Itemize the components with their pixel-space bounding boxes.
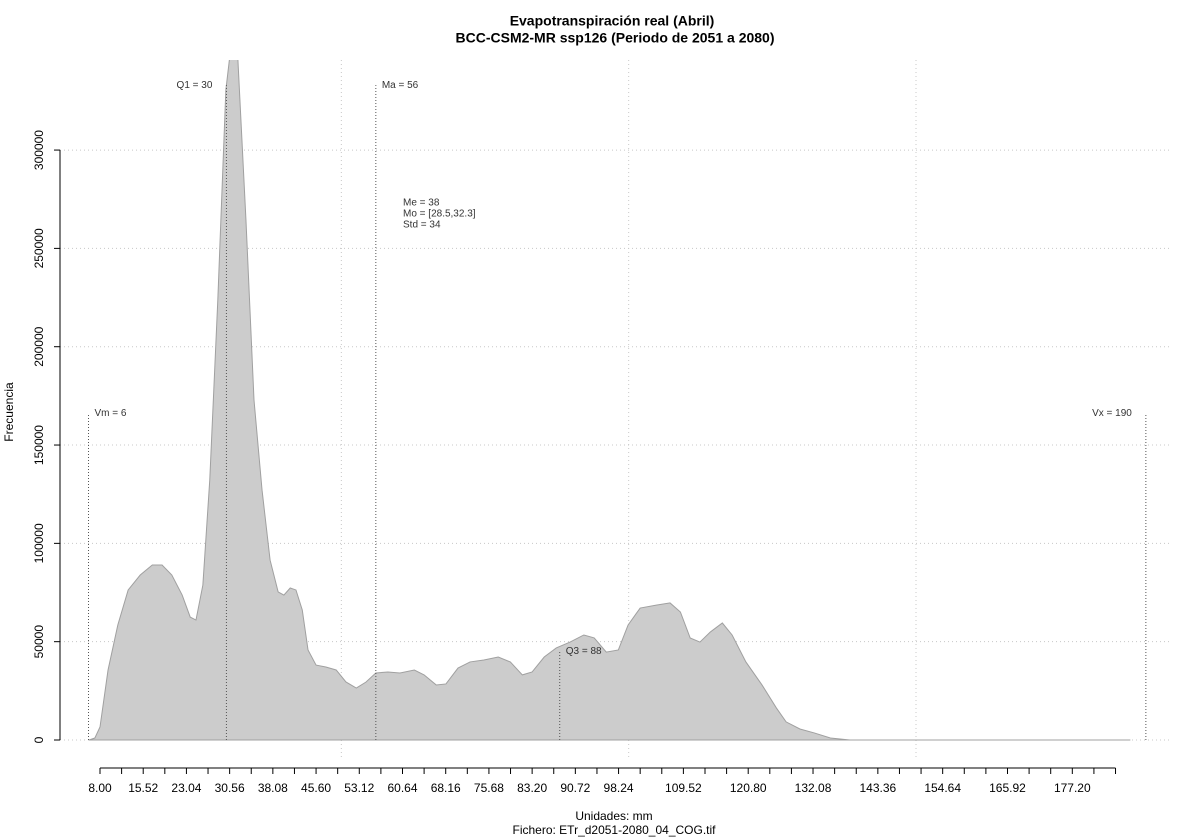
marker-label: Vx = 190 <box>1092 408 1132 419</box>
caption: Fichero: ETr_d2051-2080_04_COG.tif <box>513 823 717 837</box>
y-tick-label: 150000 <box>32 425 46 465</box>
y-axis-label: Frecuencia <box>2 382 16 442</box>
y-tick-label: 300000 <box>32 130 46 170</box>
x-tick-label: 15.52 <box>128 781 158 795</box>
stat-label: Me = 38 <box>403 198 440 209</box>
x-tick-label: 83.20 <box>517 781 547 795</box>
x-tick-label: 75.68 <box>474 781 504 795</box>
y-tick-label: 250000 <box>32 228 46 268</box>
marker-label: Q3 = 88 <box>566 646 602 657</box>
x-tick-label: 109.52 <box>665 781 702 795</box>
x-tick-label: 177.20 <box>1054 781 1091 795</box>
x-tick-label: 45.60 <box>301 781 331 795</box>
y-tick-label: 200000 <box>32 326 46 366</box>
marker-label: Q1 = 30 <box>177 80 213 91</box>
x-tick-label: 30.56 <box>215 781 245 795</box>
marker-label: Vm = 6 <box>95 408 127 419</box>
y-tick-label: 100000 <box>32 523 46 563</box>
y-tick-label: 50000 <box>32 625 46 659</box>
stat-label: Std = 34 <box>403 220 441 231</box>
chart-subtitle: BCC-CSM2-MR ssp126 (Periodo de 2051 a 20… <box>456 30 775 46</box>
x-tick-label: 8.00 <box>88 781 112 795</box>
x-tick-label: 120.80 <box>730 781 767 795</box>
x-tick-label: 90.72 <box>560 781 590 795</box>
x-tick-label: 53.12 <box>344 781 374 795</box>
x-tick-label: 154.64 <box>924 781 961 795</box>
x-axis-label: Unidades: mm <box>575 809 652 823</box>
x-tick-label: 38.08 <box>258 781 288 795</box>
x-tick-label: 68.16 <box>431 781 461 795</box>
x-tick-label: 165.92 <box>989 781 1026 795</box>
plot-area <box>88 60 1131 741</box>
marker-label: Ma = 56 <box>382 80 419 91</box>
y-tick-label: 0 <box>32 736 46 743</box>
density-area <box>88 60 1131 741</box>
x-tick-label: 143.36 <box>859 781 896 795</box>
x-tick-label: 98.24 <box>604 781 634 795</box>
x-tick-label: 23.04 <box>171 781 201 795</box>
x-tick-label: 60.64 <box>387 781 417 795</box>
x-tick-label: 132.08 <box>795 781 832 795</box>
chart-title: Evapotranspiración real (Abril) <box>510 13 715 29</box>
stat-label: Mo = [28.5,32.3] <box>403 209 476 220</box>
